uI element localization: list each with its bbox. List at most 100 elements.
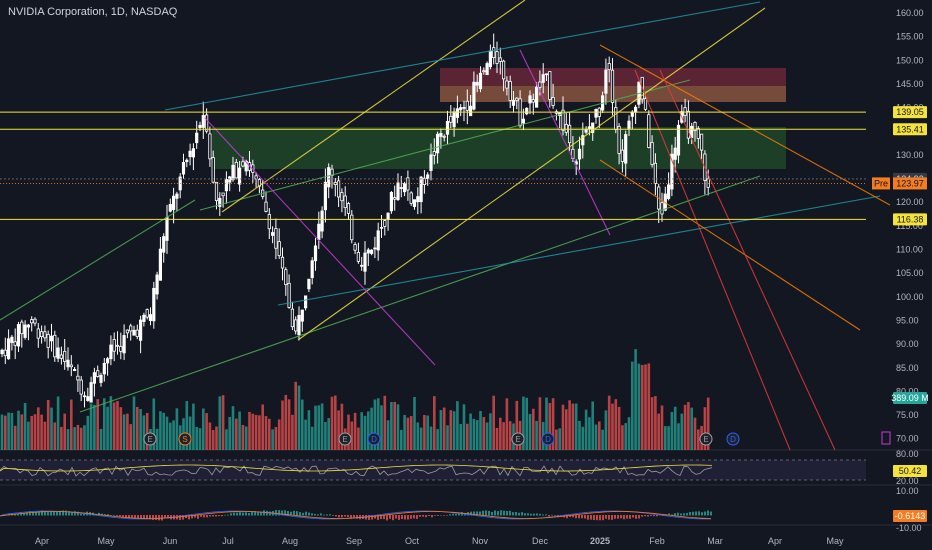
volume-bar [568, 400, 571, 450]
macd-histogram-bar [614, 515, 616, 519]
candle-body [185, 159, 189, 163]
price-tick-label: 155.00 [896, 32, 924, 42]
macd-histogram-bar [59, 510, 61, 516]
volume-bar [393, 401, 396, 450]
event-flag-icon [881, 431, 891, 445]
macd-histogram-bar [674, 513, 676, 516]
candle-body [122, 335, 126, 354]
volume-bar [617, 406, 621, 450]
macd-histogram-bar [611, 515, 613, 520]
candle-body [647, 114, 651, 148]
volume-bar [574, 403, 578, 450]
volume-bar [264, 416, 268, 450]
blue-trend-upper [164, 1, 761, 111]
macd-histogram-bar [74, 511, 76, 516]
trendlines-layer[interactable] [0, 0, 891, 451]
candle-body [393, 197, 397, 200]
horizontal-levels-layer[interactable] [0, 111, 866, 220]
macd-histogram-bar [677, 512, 679, 516]
volume-bar [591, 401, 594, 450]
earnings-marker[interactable]: E [699, 432, 713, 446]
price-tick-label: 150.00 [896, 55, 924, 65]
time-tick-label: Aug [282, 536, 298, 546]
macd-histogram-bar [179, 515, 181, 520]
macd-histogram-bar [215, 515, 217, 517]
red-trend-b [659, 69, 836, 451]
candle-body [435, 133, 440, 154]
macd-histogram-bar [383, 515, 385, 520]
volume-bar [165, 416, 169, 450]
candle-body [115, 344, 120, 347]
volume-bar [347, 414, 350, 450]
volume-bar [202, 408, 205, 450]
yellow-channel-lower [297, 7, 766, 341]
split-marker[interactable]: S [178, 432, 192, 446]
volume-bar [535, 420, 538, 450]
candle-body [175, 193, 179, 199]
volume-bar [244, 426, 248, 450]
earnings-marker[interactable]: E [511, 432, 525, 446]
candle-body [119, 346, 123, 352]
macd-pane [0, 510, 712, 521]
candle-body [290, 308, 295, 328]
volume-bar [390, 402, 393, 450]
candle-body [59, 354, 64, 359]
price-tick-label: 95.00 [896, 315, 919, 325]
macd-histogram-bar [281, 510, 283, 516]
time-axis[interactable]: Apr May Jun Jul Aug Sep Oct Nov Dec 2025 Feb Mar Apr… [35, 536, 844, 546]
dividend-marker[interactable]: D [726, 432, 740, 446]
candle-body [627, 120, 631, 129]
earnings-marker[interactable]: E [143, 432, 157, 446]
macd-histogram-bar [116, 515, 118, 516]
volume-bar [624, 423, 627, 450]
dividend-marker[interactable]: D [367, 432, 381, 446]
volume-bar [112, 402, 116, 450]
volume-bar [310, 426, 314, 450]
macd-histogram-bar [581, 515, 583, 519]
candle-body [455, 108, 460, 118]
candle-body [501, 60, 506, 80]
volume-bar [268, 418, 271, 450]
candle-body [690, 125, 694, 138]
macd-histogram-bar [71, 512, 73, 516]
volume-bar [162, 412, 165, 450]
tag-116: 116.38 [893, 213, 927, 226]
volume-bar [548, 403, 552, 450]
volume-bar [126, 413, 129, 450]
price-tick-label: 100.00 [896, 292, 924, 302]
volume-bar [63, 413, 66, 450]
macd-histogram-bar [545, 514, 547, 516]
candle-body [33, 318, 37, 324]
macd-histogram-bar [680, 513, 682, 516]
volume-bar [76, 424, 80, 450]
candle-body [389, 192, 394, 212]
candle-body [399, 187, 403, 189]
macd-histogram-bar [56, 511, 58, 516]
candle-body [36, 328, 40, 339]
macd-histogram-bar [554, 515, 556, 516]
earnings-marker[interactable]: E [338, 432, 352, 446]
candle-body [402, 183, 407, 193]
volume-bar [17, 410, 20, 450]
macd-histogram-bar [224, 514, 226, 516]
macd-histogram-bar [341, 515, 343, 518]
volume-bar [667, 426, 670, 450]
volume-bar [20, 414, 24, 450]
macd-histogram-bar [641, 515, 643, 517]
price-axis[interactable]: 160.00155.00150.00145.00140.00135.00130.… [896, 8, 924, 533]
candle-body [432, 151, 436, 156]
macd-histogram-bar [335, 515, 337, 517]
dividend-marker[interactable]: D [541, 432, 555, 446]
event-circle [511, 432, 525, 446]
macd-histogram-bar [683, 513, 685, 516]
volume-bar [489, 413, 492, 450]
macd-histogram-bar [497, 511, 499, 516]
candle-body [498, 57, 502, 62]
macd-histogram-bar [206, 515, 208, 518]
macd-histogram-bar [644, 515, 646, 517]
tag-macd-text: -0.6143 [895, 511, 926, 521]
macd-histogram-bar [629, 515, 631, 519]
event-markers-layer[interactable]: E E E ES D D D [143, 431, 891, 446]
volume-bar [654, 396, 657, 450]
